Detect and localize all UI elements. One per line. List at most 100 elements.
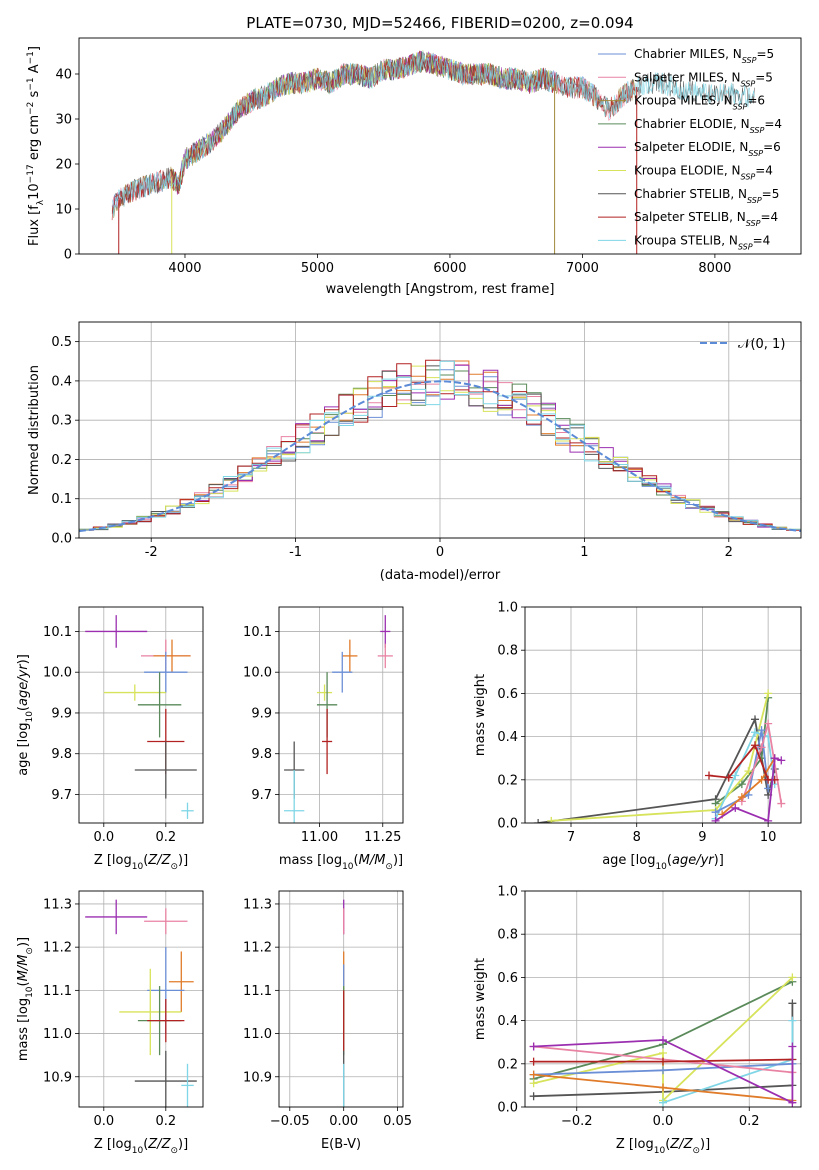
Z_weights-ylabel: mass weight: [473, 958, 488, 1040]
axes-frame: [78, 37, 802, 255]
axes-frame: [278, 606, 404, 824]
errorbar-point: [147, 999, 185, 1043]
spectrum-series-6: [111, 51, 755, 215]
y-tick-label: 9.8: [251, 747, 272, 762]
errorbar-point: [137, 672, 182, 738]
y-tick-label: 1.0: [497, 885, 518, 900]
errorbar-point: [168, 951, 194, 1012]
x-tick-label: 7: [567, 830, 575, 845]
weight-marker: [751, 728, 759, 737]
age_weights-lines: [534, 689, 786, 823]
weight-marker: [788, 973, 797, 982]
errorbar-point: [322, 708, 333, 775]
y-tick-label: 0.0: [497, 817, 518, 832]
x-tick-label: 4000: [168, 261, 201, 276]
x-tick-label: 8: [633, 830, 641, 845]
weight-marker: [757, 743, 766, 752]
weight-marker: [705, 771, 713, 780]
residuals-xlabel: (data-model)/error: [380, 568, 501, 583]
weight-marker: [711, 808, 720, 817]
age_vs_Z-xlabel: Z [log10(Z/Z⊙)]: [94, 853, 188, 872]
errorbar-point: [85, 899, 148, 935]
x-tick-label: 0.0: [93, 1114, 114, 1129]
age_weights-ylabel: mass weight: [473, 674, 488, 756]
weight-marker: [788, 1016, 797, 1025]
errorbar-point: [332, 651, 353, 693]
age_weights-series-4: [715, 729, 769, 813]
legend-entry: Kroupa ELODIE, NSSP=4: [598, 164, 773, 181]
weight-marker: [777, 799, 786, 808]
spectrum-panel: 4000 5000 6000 7000 8000 0 10 20 30 40 wavelength …: [26, 37, 802, 297]
y-tick-label: 40: [55, 68, 72, 83]
y-tick-label: 0.0: [497, 1101, 518, 1116]
x-tick-label: 11.25: [364, 830, 401, 845]
y-tick-label: 11.0: [243, 1027, 272, 1042]
panels: 4000 5000 6000 7000 8000010203040wavelength …: [16, 37, 802, 1156]
axes-frame: [524, 890, 802, 1108]
legend-label: Kroupa MILES, NSSP=6: [634, 94, 765, 112]
mass_vs_Z-ylabel: mass [log10(M/M⊙)]: [16, 937, 35, 1061]
y-tick-label: 20: [55, 158, 72, 173]
Z_weights-xlabel: Z [log10(Z/Z⊙)]: [616, 1137, 710, 1156]
weight-marker: [764, 719, 773, 728]
y-tick-label: 0.8: [497, 928, 518, 943]
x-tick-label: 1: [580, 545, 588, 560]
legend-label: Salpeter ELODIE, NSSP=6: [634, 140, 781, 158]
errorbar-point: [181, 802, 194, 819]
weight-marker: [547, 816, 556, 823]
weight-marker: [659, 1083, 667, 1092]
legend-label: Salpeter MILES, NSSP=5: [634, 70, 773, 88]
y-tick-label: 0.2: [51, 453, 72, 468]
weight-marker: [659, 1098, 667, 1107]
legend-entry: Kroupa MILES, NSSP=6: [598, 94, 765, 112]
x-tick-label: −0.2: [561, 1114, 593, 1129]
y-tick-label: 0.8: [497, 644, 518, 659]
y-tick-label: 0.2: [497, 1057, 518, 1072]
y-tick-label: 11.1: [243, 984, 272, 999]
weight-marker: [764, 689, 773, 698]
weight-marker: [659, 1057, 667, 1066]
x-tick-label: 0.2: [739, 1114, 760, 1129]
axes-frame: [278, 890, 404, 1108]
residual-histograms: [79, 359, 801, 533]
age_vs_Z-panel: 0.0 0.2 9.7 9.8 9.9 10.0 10.1 Z [log10(Z/Z⊙)] ag…: [16, 606, 204, 872]
x-tick-label: 0: [436, 545, 444, 560]
weight-marker: [788, 999, 797, 1008]
errorbar-point: [153, 639, 191, 673]
x-tick-label: -1: [289, 545, 302, 560]
spectrum-series-8: [111, 50, 755, 217]
weight-marker: [711, 816, 720, 823]
x-tick-label: 8000: [698, 261, 731, 276]
weight-marker: [529, 1079, 538, 1088]
residual-histogram-8: [79, 360, 801, 531]
weight-marker: [751, 741, 759, 750]
y-tick-label: 9.7: [51, 788, 72, 803]
legend-label: Salpeter STELIB, NSSP=4: [634, 210, 778, 228]
legend-entry: Chabrier STELIB, NSSP=5: [598, 187, 779, 205]
legend-label: Chabrier STELIB, NSSP=5: [634, 187, 779, 205]
weight-marker: [731, 803, 740, 812]
y-tick-label: 0: [64, 248, 72, 263]
weight-marker: [788, 1098, 797, 1107]
spectrum-lines: [111, 50, 755, 254]
Z_weights-series-2: [533, 976, 794, 1103]
x-tick-label: 0.05: [383, 1114, 412, 1129]
weight-marker: [659, 1066, 667, 1075]
mass_vs_Z-panel: 0.0 0.2 10.9 11.0 11.1 11.2 11.3 Z [log10(Z/Z⊙)…: [16, 890, 204, 1156]
weight-marker: [724, 773, 733, 782]
errorbar-point: [144, 908, 188, 935]
legend-entry: Chabrier ELODIE, NSSP=4: [598, 117, 782, 134]
age_vs_Z-ylabel: age [log10(age/yr)]: [16, 654, 35, 776]
y-tick-label: 9.9: [251, 706, 272, 721]
age_vs_mass-xlabel: mass [log10(M/M⊙)]: [279, 853, 403, 872]
y-tick-label: 0.1: [51, 492, 72, 507]
mass_vs_ebv-panel: −0.05 0.00 0.05 10.9 11.0 11.1 11.2 11.3 E(B-V): [243, 890, 412, 1152]
y-tick-label: 0.0: [51, 532, 72, 547]
x-tick-label: 2: [725, 545, 733, 560]
errorbar-point: [284, 770, 305, 823]
legend-entry: Salpeter MILES, NSSP=5: [598, 70, 773, 88]
errorbar-point: [103, 684, 166, 701]
y-tick-label: 9.9: [51, 706, 72, 721]
weight-marker: [659, 1036, 667, 1045]
y-tick-label: 0.6: [497, 971, 518, 986]
